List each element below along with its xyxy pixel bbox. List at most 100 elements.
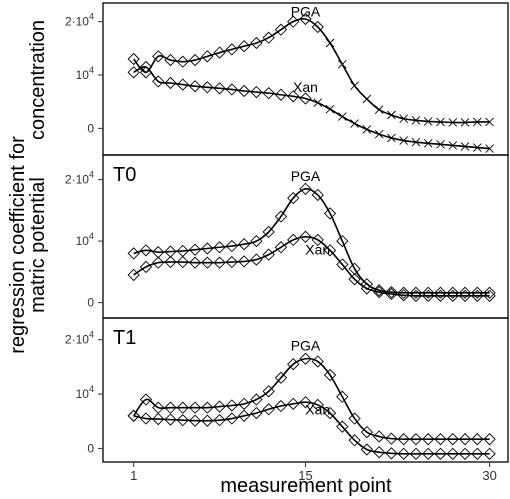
data-point [262,385,275,398]
data-point [411,137,421,147]
data-point [336,258,349,271]
data-point [436,140,445,149]
data-point [274,241,288,254]
data-point [287,233,300,247]
series-label: Xan [305,242,330,258]
data-point [287,15,300,28]
data-point [127,409,140,422]
data-point [152,50,165,63]
data-point [362,94,372,104]
data-point [274,210,288,223]
data-point [448,141,458,150]
data-point [237,238,251,251]
series-line [133,65,490,150]
data-point [409,286,423,299]
data-point [164,255,177,269]
y-tick-label: 104 [76,65,94,82]
data-point [446,447,459,460]
data-point [348,412,361,425]
data-point [311,188,324,202]
data-point [299,92,312,105]
y-tick-label: 2·104 [65,12,94,29]
y-tick-label: 104 [76,231,94,248]
panel-3: 2·104 104 0 T1 PGA Xan [65,317,509,463]
data-point [409,433,423,446]
data-point [176,55,189,68]
series-line [133,357,490,441]
data-point [483,447,496,460]
data-point [139,393,153,406]
data-point [472,143,482,152]
data-point [483,286,496,299]
data-point [348,434,361,447]
data-point [287,397,300,410]
data-point [262,86,275,100]
data-point [139,244,153,257]
data-point [323,368,337,382]
data-point [434,286,447,299]
y-axis-title-line3: concentration [27,20,49,140]
data-point [374,105,384,114]
x-tick-label: 1 [130,468,137,483]
data-point [213,400,226,413]
data-point [176,414,189,427]
data-point [299,12,312,26]
series-line [133,401,490,455]
data-point [201,414,214,427]
y-tick-label: 0 [87,296,94,310]
y-axis-title: regression coefficient for matric potent… [7,20,49,354]
data-point [348,273,361,286]
series-pga: PGA [127,168,496,299]
data-point [127,52,140,66]
data-point [250,234,263,248]
data-point [409,447,423,460]
data-point [213,82,226,95]
data-point [336,390,349,403]
data-point [201,81,214,94]
data-point [176,401,189,414]
data-point [250,36,263,50]
data-point [397,447,410,460]
data-point [385,287,398,301]
data-point [188,243,202,256]
data-point [152,75,165,88]
data-point [139,260,153,274]
data-point [313,98,323,108]
data-point [311,398,324,412]
data-point [201,50,214,63]
data-point [262,403,275,416]
data-point [299,230,312,243]
data-point [436,117,445,127]
series-xan: Xan [127,396,496,460]
data-point [325,38,335,48]
data-point [422,433,435,446]
data-point [225,239,239,253]
data-point [237,409,251,422]
data-point [188,256,202,269]
data-point [164,53,177,67]
data-point [152,412,165,426]
data-point [250,253,263,266]
data-point [336,420,349,433]
data-point [372,446,386,459]
data-point [387,110,396,120]
data-point [446,433,459,446]
data-point [385,447,398,460]
data-point [323,244,337,257]
data-point [423,138,433,148]
data-point [225,255,239,269]
data-point [262,248,275,261]
data-point [213,46,226,59]
panels: 2·104 104 0 PGA Xan 2·104 104 0 T0 PGA Xan 2·104 104… [65,2,509,463]
data-point [201,256,214,269]
data-point [287,90,300,103]
data-point [274,371,288,384]
data-point [188,80,202,93]
data-point [385,432,398,445]
x-tick-label: 15 [298,468,312,483]
data-point [446,289,459,302]
data-point [411,116,421,125]
data-point [139,412,153,425]
series-pga: PGA [127,3,494,127]
